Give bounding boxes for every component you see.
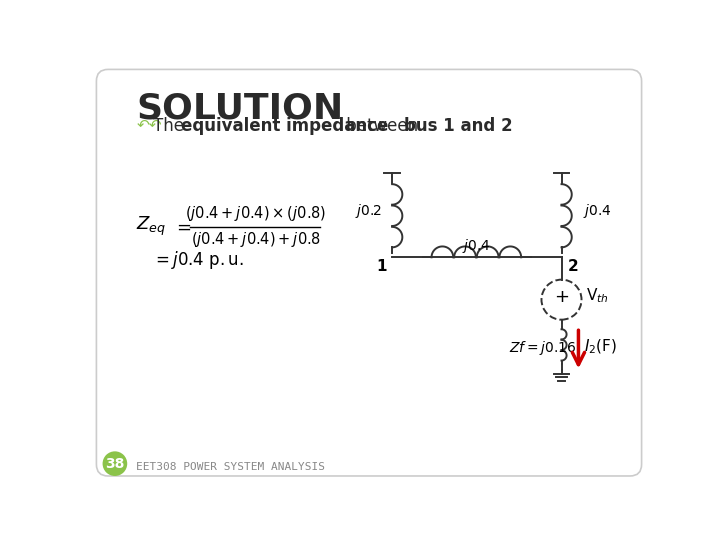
Text: SOLUTION: SOLUTION (137, 92, 343, 126)
Text: +: + (554, 288, 569, 306)
Text: $j0.4$: $j0.4$ (462, 237, 491, 255)
Text: 2: 2 (567, 259, 578, 274)
Text: $\mathregular{V}_{th}$: $\mathregular{V}_{th}$ (586, 286, 609, 305)
Text: 1: 1 (376, 259, 387, 274)
Text: $Zf = j0.16$: $Zf = j0.16$ (509, 339, 577, 357)
Text: The: The (153, 117, 189, 135)
Text: $=$: $=$ (174, 218, 192, 235)
Text: EET308 POWER SYSTEM ANALYSIS: EET308 POWER SYSTEM ANALYSIS (137, 462, 325, 472)
Text: between: between (341, 117, 423, 135)
Circle shape (102, 451, 127, 476)
Text: ↶↶: ↶↶ (137, 117, 162, 132)
Text: $(j0.4 + j0.4)\times(j0.8)$: $(j0.4 + j0.4)\times(j0.8)$ (185, 204, 326, 223)
Text: $I_2\mathrm{(F)}$: $I_2\mathrm{(F)}$ (584, 338, 617, 356)
FancyBboxPatch shape (96, 70, 642, 476)
Text: 38: 38 (105, 457, 125, 471)
Text: $= j0.4\ \mathrm{p.u.}$: $= j0.4\ \mathrm{p.u.}$ (152, 249, 244, 272)
Text: $j0.4$: $j0.4$ (583, 202, 612, 220)
Text: equivalent impedance: equivalent impedance (181, 117, 389, 135)
Text: $(j0.4 + j0.4)+ j0.8$: $(j0.4 + j0.4)+ j0.8$ (191, 230, 320, 249)
Text: bus 1 and 2: bus 1 and 2 (405, 117, 513, 135)
Text: $Z_{eq}$: $Z_{eq}$ (137, 215, 166, 238)
Text: $j0.2$: $j0.2$ (356, 202, 382, 220)
